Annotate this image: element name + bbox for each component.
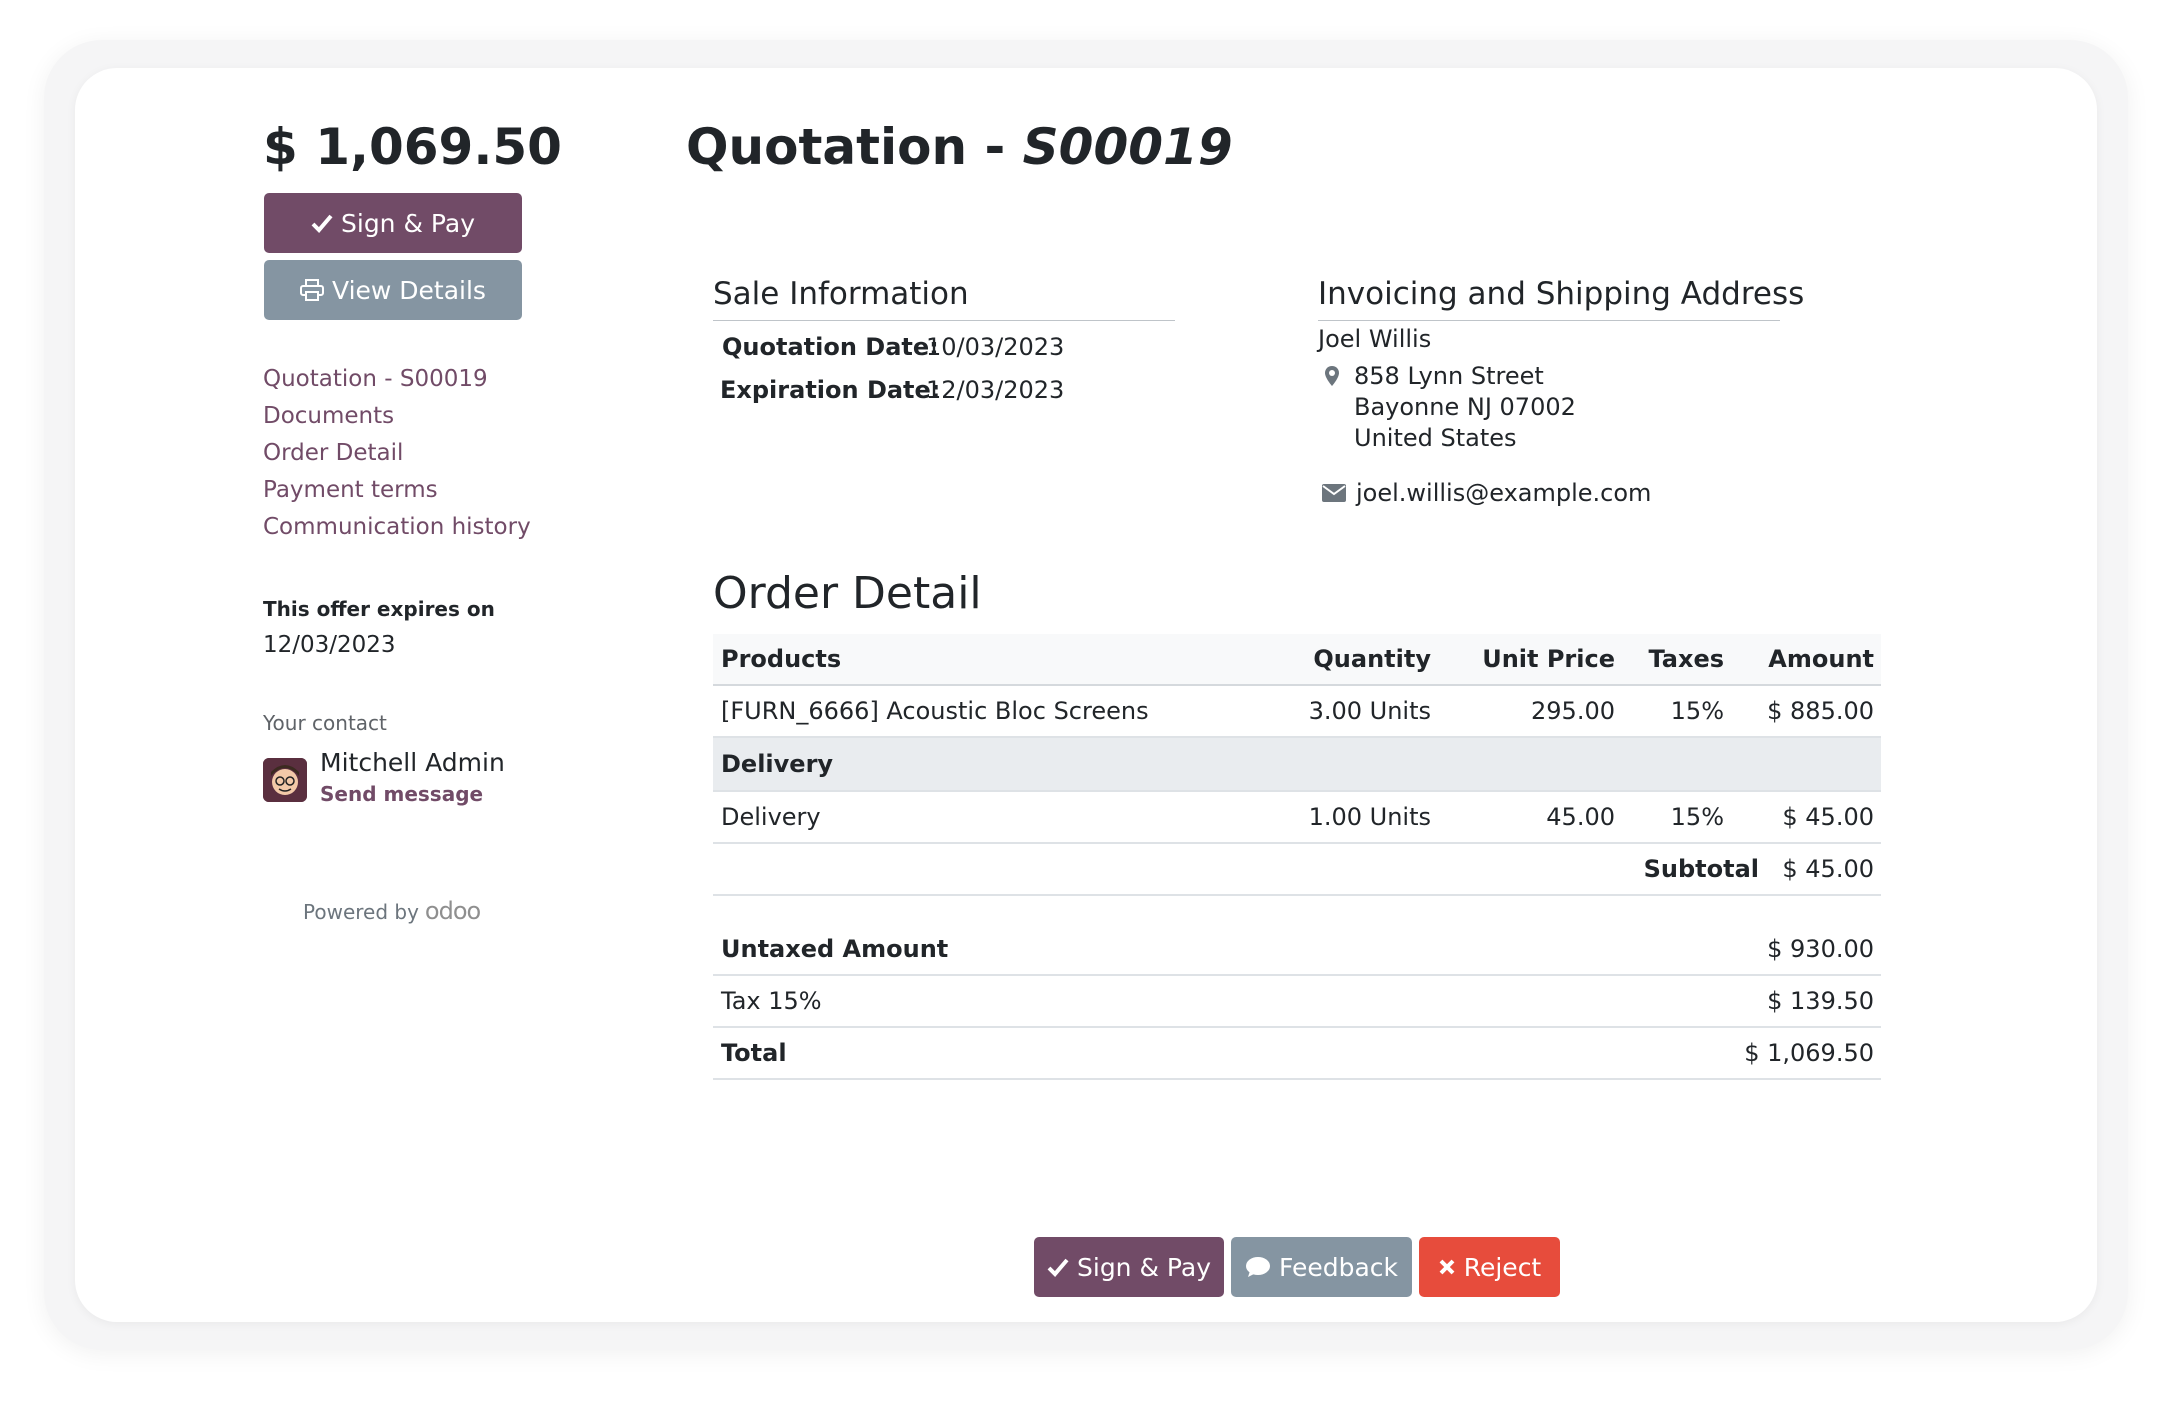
untaxed-value: $ 930.00 [1767, 935, 1874, 963]
col-unit-price: Unit Price [1482, 645, 1615, 673]
row-amount: $ 45.00 [1782, 803, 1874, 831]
envelope-icon [1322, 484, 1346, 502]
send-message-link[interactable]: Send message [320, 782, 484, 806]
tax-row: Tax 15% $ 139.50 [713, 976, 1881, 1028]
expiration-date-value: 12/03/2023 [926, 376, 1065, 404]
sidebar-sign-pay-label: Sign & Pay [341, 208, 475, 238]
title-ref: S00019 [1022, 118, 1233, 176]
title-prefix: Quotation - [686, 118, 1023, 176]
total-label: Total [721, 1039, 787, 1067]
row-product: Delivery [721, 803, 821, 831]
reject-button[interactable]: Reject [1419, 1237, 1560, 1297]
tax-label: Tax 15% [721, 987, 822, 1015]
check-icon [311, 214, 333, 233]
feedback-label: Feedback [1278, 1252, 1399, 1282]
view-details-button[interactable]: View Details [264, 260, 522, 320]
col-taxes: Taxes [1648, 645, 1724, 673]
address-street: 858 Lynn Street [1354, 362, 1544, 390]
customer-name: Joel Willis [1318, 325, 1432, 353]
feedback-button[interactable]: Feedback [1231, 1237, 1412, 1297]
quotation-date-value: 10/03/2023 [926, 333, 1065, 361]
sale-info-divider [713, 320, 1175, 321]
expiration-date-label: Expiration Date: [720, 376, 941, 404]
expires-date: 12/03/2023 [263, 632, 396, 658]
odoo-logo: odoo [424, 897, 481, 925]
nav-link-quotation[interactable]: Quotation - S00019 [263, 366, 488, 392]
check-icon [1047, 1258, 1069, 1277]
row-quantity: 3.00 Units [1308, 697, 1431, 725]
col-quantity: Quantity [1313, 645, 1431, 673]
table-row: [FURN_6666] Acoustic Bloc Screens 3.00 U… [713, 686, 1881, 738]
table-row: Delivery 1.00 Units 45.00 15% $ 45.00 [713, 792, 1881, 844]
row-product: [FURN_6666] Acoustic Bloc Screens [721, 697, 1149, 725]
section-row-delivery: Delivery [713, 738, 1881, 792]
reject-label: Reject [1463, 1252, 1542, 1282]
avatar [263, 758, 307, 802]
view-details-label: View Details [332, 275, 486, 305]
row-taxes: 15% [1670, 697, 1724, 725]
powered-by-label: Powered by [303, 900, 419, 924]
table-header: Products Quantity Unit Price Taxes Amoun… [713, 634, 1881, 686]
nav-link-payment-terms[interactable]: Payment terms [263, 477, 438, 503]
contact-name: Mitchell Admin [320, 748, 505, 777]
times-icon [1439, 1259, 1455, 1275]
quotation-date-label: Quotation Date: [722, 333, 939, 361]
page-title: Quotation - S00019 [686, 118, 1233, 176]
comment-icon [1245, 1257, 1270, 1277]
sale-information-heading: Sale Information [713, 276, 969, 312]
untaxed-label: Untaxed Amount [721, 935, 949, 963]
customer-email[interactable]: joel.willis@example.com [1356, 479, 1652, 507]
footer-sign-pay-label: Sign & Pay [1077, 1252, 1211, 1282]
table-spacer [713, 896, 1881, 924]
address-city: Bayonne NJ 07002 [1354, 393, 1576, 421]
total-row: Total $ 1,069.50 [713, 1028, 1881, 1080]
subtotal-value: $ 45.00 [1782, 855, 1874, 883]
row-unit-price: 295.00 [1531, 697, 1615, 725]
footer-sign-pay-button[interactable]: Sign & Pay [1034, 1237, 1224, 1297]
order-detail-heading: Order Detail [713, 568, 982, 619]
total-value: $ 1,069.50 [1744, 1039, 1874, 1067]
powered-by[interactable]: Powered by odoo [303, 897, 481, 925]
sidebar-sign-pay-button[interactable]: Sign & Pay [264, 193, 522, 253]
section-label: Delivery [721, 750, 834, 778]
address-divider [1318, 320, 1780, 321]
col-products: Products [721, 645, 842, 673]
address-heading: Invoicing and Shipping Address [1318, 276, 1805, 312]
order-lines-table: Products Quantity Unit Price Taxes Amoun… [713, 634, 1881, 1080]
contact-label: Your contact [263, 711, 387, 735]
subtotal-row: Subtotal $ 45.00 [713, 844, 1881, 896]
print-icon [300, 279, 325, 301]
tax-value: $ 139.50 [1767, 987, 1874, 1015]
nav-link-order-detail[interactable]: Order Detail [263, 440, 404, 466]
address-country: United States [1354, 424, 1517, 452]
row-taxes: 15% [1670, 803, 1724, 831]
row-quantity: 1.00 Units [1308, 803, 1431, 831]
sidebar-amount: $ 1,069.50 [263, 118, 562, 176]
nav-link-communication-history[interactable]: Communication history [263, 514, 531, 540]
nav-link-documents[interactable]: Documents [263, 403, 395, 429]
col-amount: Amount [1768, 645, 1874, 673]
row-amount: $ 885.00 [1767, 697, 1874, 725]
map-marker-icon [1325, 366, 1339, 386]
row-unit-price: 45.00 [1546, 803, 1615, 831]
subtotal-label: Subtotal [1643, 855, 1759, 883]
expires-label: This offer expires on [263, 597, 495, 621]
untaxed-row: Untaxed Amount $ 930.00 [713, 924, 1881, 976]
